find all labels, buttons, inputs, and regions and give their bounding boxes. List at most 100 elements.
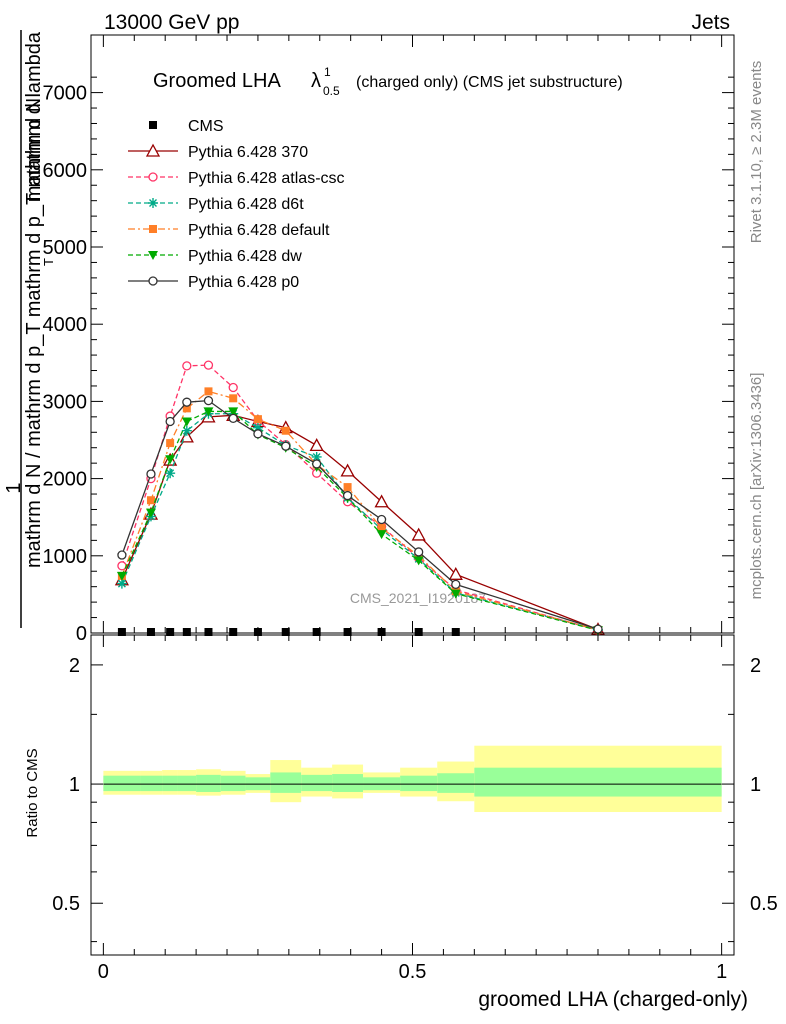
y-label-sub-t: T <box>41 258 56 266</box>
ratio-inner-band <box>437 773 475 793</box>
header-right: Jets <box>691 11 730 34</box>
data-point <box>228 413 238 424</box>
ratio-inner-band <box>474 767 722 797</box>
ratio-y-tick-label-right: 1 <box>750 774 761 796</box>
data-point <box>229 394 238 403</box>
main-y-tick-labels: 0 1000 2000 3000 4000 5000 6000 7000 <box>43 83 88 645</box>
data-point <box>374 494 389 508</box>
series-line <box>121 364 599 631</box>
x-tick-labels: 0 0.5 1 <box>98 961 727 983</box>
series-0 <box>117 628 460 636</box>
title-suffix: (charged only) (CMS jet substructure) <box>356 74 623 91</box>
ratio-inner-band <box>400 775 438 792</box>
data-point <box>116 578 127 589</box>
data-point <box>179 429 194 443</box>
data-point <box>342 490 353 501</box>
data-point <box>253 628 262 636</box>
data-point <box>376 530 387 540</box>
data-point <box>117 550 127 560</box>
main-y-axis-label: 1 mathrm d N / mathrm d p_T mathrm d p_T… <box>3 30 56 628</box>
ratio-inner-band <box>177 775 197 792</box>
legend-marker <box>145 143 161 157</box>
data-point <box>413 556 424 566</box>
legend-item-0: CMS <box>149 118 224 135</box>
plot-title: Groomed LHA λ 1 0.5 (charged only) (CMS … <box>153 65 623 98</box>
ratio-inner-band <box>140 775 163 792</box>
data-point <box>182 628 191 636</box>
y-tick-label: 5000 <box>43 237 88 259</box>
header-left: 13000 GeV pp <box>104 11 239 34</box>
y-tick-label: 7000 <box>43 83 88 105</box>
data-point <box>281 441 291 451</box>
main-frame <box>90 34 735 634</box>
ratio-plot: 0.5 0.51 12 2 0 0.5 1 Ratio to CMS groomed LH… <box>24 634 778 1011</box>
data-point <box>281 628 290 636</box>
ratio-y-tick-labels: 0.5 0.5 1 1 2 2 <box>52 655 778 915</box>
legend-label: Pythia 6.428 default <box>188 222 330 239</box>
ratio-y-tick-label: 0.5 <box>52 893 80 915</box>
data-point <box>312 628 321 636</box>
data-point <box>165 455 176 465</box>
title-symbol: λ <box>311 70 321 92</box>
data-point <box>166 439 175 448</box>
data-point <box>203 360 214 370</box>
data-point <box>376 514 387 525</box>
legend-label: Pythia 6.428 370 <box>188 144 308 161</box>
x-axis-label: groomed LHA (charged-only) <box>478 988 748 1011</box>
data-point <box>165 416 175 427</box>
ratio-inner-band <box>220 775 246 792</box>
y-tick-label: 4000 <box>43 314 88 336</box>
data-point <box>253 429 263 439</box>
data-point <box>204 387 213 396</box>
ratio-inner-band <box>103 775 141 792</box>
ratio-y-tick-label-right: 2 <box>750 655 761 677</box>
main-axis-ticks <box>91 35 734 634</box>
rivet-label: Rivet 3.1.10, ≥ 2.3M events <box>748 61 765 244</box>
data-point <box>252 422 263 433</box>
ratio-y-tick-label-right: 0.5 <box>750 893 778 915</box>
ratio-inner-band <box>332 774 364 792</box>
y-label-numerator: 1 <box>3 482 25 493</box>
data-point <box>451 628 460 636</box>
data-point <box>343 628 352 636</box>
legend-label: Pythia 6.428 d6t <box>188 196 304 213</box>
data-point <box>228 382 238 393</box>
data-point <box>116 571 127 581</box>
data-point <box>165 468 176 479</box>
ratio-bands <box>103 745 722 813</box>
data-point <box>343 483 352 492</box>
data-point <box>181 425 192 436</box>
y-tick-label: 6000 <box>43 160 88 182</box>
data-point <box>411 527 426 541</box>
data-point <box>311 451 322 462</box>
data-point <box>182 404 191 413</box>
data-point <box>203 395 214 406</box>
legend-label: Pythia 6.428 atlas-csc <box>188 170 345 187</box>
series-line <box>121 410 599 631</box>
data-point <box>146 469 156 479</box>
data-point <box>450 589 461 599</box>
legend: CMS Pythia 6.428 370 Pythia 6.428 atlas-cs… <box>128 118 345 291</box>
y-label-line-1: mathrm d N / mathrm d p_T mathrm d p_T m… <box>23 31 45 568</box>
x-tick-label: 0.5 <box>399 961 427 983</box>
series-6 <box>117 395 603 634</box>
x-tick-label: 1 <box>716 961 727 983</box>
y-tick-label: 0 <box>76 623 87 645</box>
data-point <box>166 628 175 636</box>
data-point <box>204 628 213 636</box>
data-point <box>340 463 355 477</box>
data-point <box>451 579 461 590</box>
legend-marker <box>149 121 157 129</box>
data-point <box>377 628 386 636</box>
data-point <box>414 547 424 557</box>
y-tick-label: 1000 <box>43 546 88 568</box>
data-point <box>146 628 155 636</box>
data-point <box>281 426 290 435</box>
legend-marker <box>149 225 157 233</box>
ratio-y-label: Ratio to CMS <box>24 748 41 837</box>
data-point <box>377 524 386 533</box>
ratio-y-tick-label: 1 <box>69 774 80 796</box>
data-point <box>309 438 324 452</box>
data-point <box>312 459 322 469</box>
